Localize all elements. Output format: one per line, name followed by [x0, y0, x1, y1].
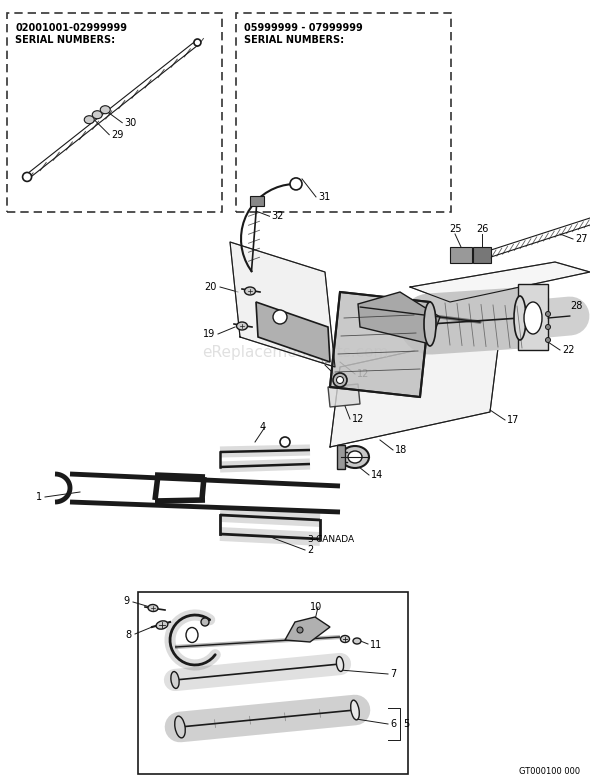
Ellipse shape	[201, 618, 209, 626]
Ellipse shape	[546, 338, 550, 343]
Bar	[7, 13, 222, 212]
Ellipse shape	[273, 310, 287, 324]
Text: 02001001-02999999: 02001001-02999999	[15, 23, 127, 33]
Text: 5: 5	[403, 719, 409, 729]
Polygon shape	[230, 242, 335, 367]
Ellipse shape	[171, 672, 179, 688]
Text: 14: 14	[371, 470, 384, 480]
Polygon shape	[285, 617, 330, 642]
Text: 17: 17	[507, 415, 519, 425]
Text: 8: 8	[125, 630, 131, 640]
Text: 16: 16	[464, 302, 476, 312]
Text: 32: 32	[271, 211, 284, 221]
Ellipse shape	[100, 106, 110, 113]
Text: 18: 18	[395, 445, 407, 455]
Ellipse shape	[333, 373, 347, 387]
Ellipse shape	[340, 636, 349, 643]
Text: 9: 9	[124, 596, 130, 606]
Text: 05999999 - 07999999: 05999999 - 07999999	[244, 23, 363, 33]
Text: SERIAL NUMBERS:: SERIAL NUMBERS:	[15, 34, 115, 45]
Text: SERIAL NUMBERS:: SERIAL NUMBERS:	[244, 34, 344, 45]
Ellipse shape	[92, 111, 102, 119]
Polygon shape	[518, 284, 548, 350]
Ellipse shape	[194, 39, 201, 46]
Ellipse shape	[514, 296, 526, 340]
Ellipse shape	[186, 627, 198, 643]
Text: GT000100 000: GT000100 000	[519, 767, 580, 776]
Text: 10: 10	[310, 602, 322, 612]
Ellipse shape	[290, 178, 302, 190]
Ellipse shape	[175, 716, 185, 738]
Ellipse shape	[336, 376, 343, 383]
Bar	[250, 196, 264, 206]
Text: 29: 29	[112, 130, 124, 140]
Text: 21: 21	[537, 307, 549, 317]
Ellipse shape	[148, 604, 158, 612]
Polygon shape	[330, 292, 430, 397]
Ellipse shape	[84, 116, 94, 124]
Text: 6: 6	[390, 719, 396, 729]
Ellipse shape	[546, 325, 550, 329]
Ellipse shape	[336, 657, 343, 672]
Ellipse shape	[341, 446, 369, 468]
Bar	[236, 13, 451, 212]
Text: 31: 31	[318, 192, 330, 202]
Ellipse shape	[348, 451, 362, 463]
Bar	[138, 592, 408, 774]
Text: 12: 12	[357, 369, 369, 379]
Bar	[337, 445, 345, 469]
Ellipse shape	[350, 700, 359, 720]
Text: 26: 26	[476, 224, 488, 234]
Ellipse shape	[244, 287, 255, 295]
Ellipse shape	[156, 621, 168, 630]
Text: 30: 30	[124, 118, 136, 127]
Polygon shape	[358, 292, 440, 344]
Text: 3-CANADA: 3-CANADA	[307, 535, 354, 543]
Text: eReplacementParts.com: eReplacementParts.com	[202, 345, 388, 360]
Text: 15: 15	[447, 299, 460, 309]
Text: 25: 25	[449, 224, 461, 234]
Ellipse shape	[524, 302, 542, 334]
Polygon shape	[256, 302, 330, 362]
Text: 13: 13	[319, 355, 331, 365]
Text: 28: 28	[570, 301, 582, 311]
Text: 27: 27	[575, 234, 588, 244]
Text: 20: 20	[205, 282, 217, 292]
Ellipse shape	[280, 437, 290, 447]
Polygon shape	[330, 332, 500, 447]
Polygon shape	[410, 262, 590, 302]
Bar	[450, 247, 472, 263]
Text: 1: 1	[36, 492, 42, 502]
Text: 2: 2	[307, 545, 313, 555]
Text: 4: 4	[260, 422, 266, 432]
Text: 12: 12	[352, 414, 365, 424]
Text: 24: 24	[562, 310, 575, 320]
Ellipse shape	[237, 322, 247, 330]
Ellipse shape	[22, 172, 32, 181]
Text: 11: 11	[370, 640, 382, 650]
Text: 19: 19	[203, 329, 215, 339]
Bar	[473, 247, 491, 263]
Text: 22: 22	[562, 345, 575, 355]
Ellipse shape	[297, 627, 303, 633]
Text: 7: 7	[390, 669, 396, 679]
Ellipse shape	[353, 638, 361, 644]
Ellipse shape	[546, 311, 550, 317]
Polygon shape	[328, 384, 360, 407]
Text: 23: 23	[562, 327, 575, 337]
Ellipse shape	[424, 302, 436, 346]
